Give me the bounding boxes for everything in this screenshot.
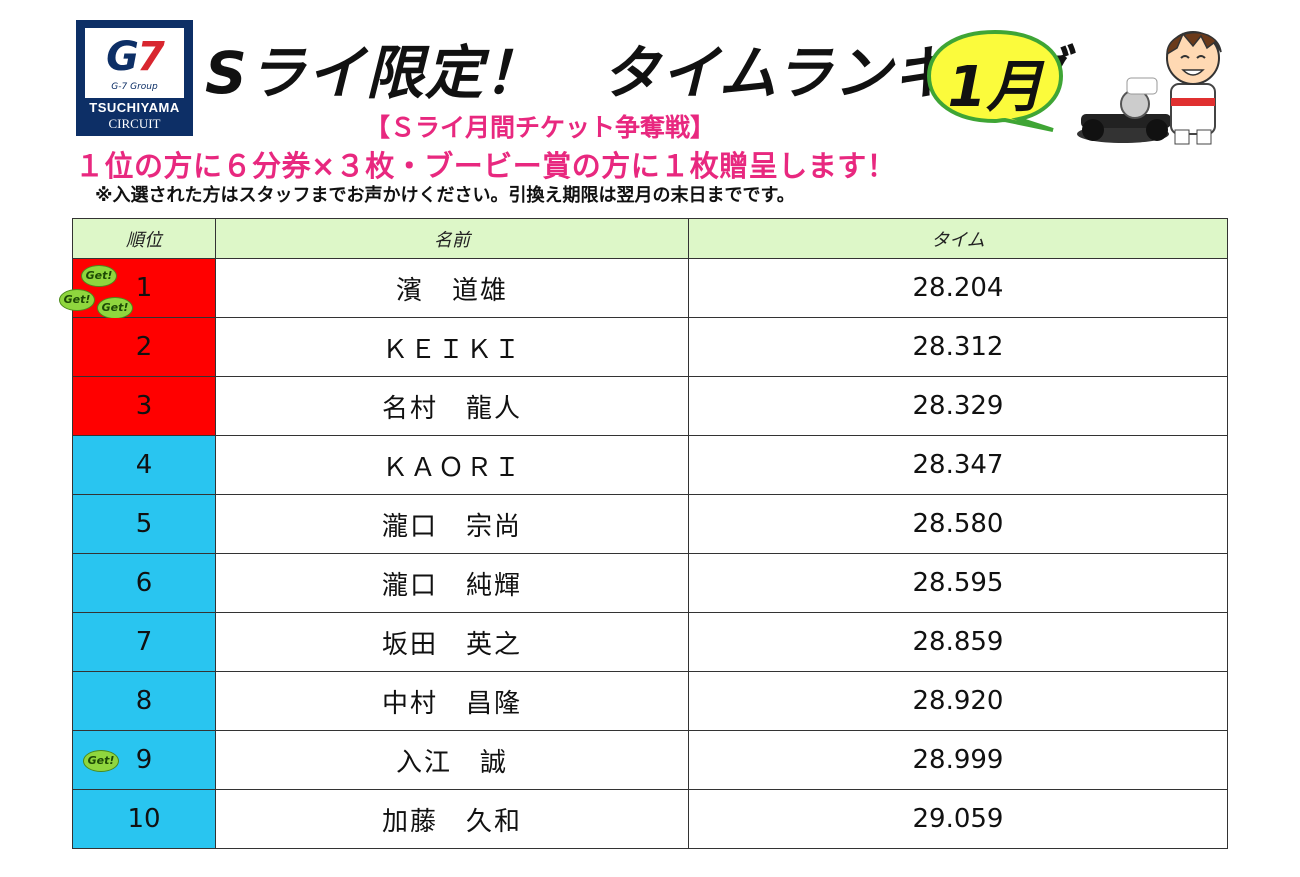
get-badge: Get! xyxy=(97,297,133,319)
rank-cell: 4 xyxy=(72,435,216,495)
rank-cell: 3 xyxy=(72,376,216,436)
name-cell: ＫＡＯＲＩ xyxy=(215,435,689,495)
time-cell: 28.920 xyxy=(688,671,1228,731)
rank-value: 1 xyxy=(135,273,153,303)
table-row: 8 中村 昌隆 28.920 xyxy=(72,671,1228,731)
table-row: 7 坂田 英之 28.859 xyxy=(72,612,1228,672)
table-row: 3 名村 龍人 28.329 xyxy=(72,376,1228,436)
logo-emblem: G7 G-7 Group xyxy=(85,28,184,98)
name-cell: 中村 昌隆 xyxy=(215,671,689,731)
table-row: Get! 9 入江 誠 28.999 xyxy=(72,730,1228,790)
rank-cell: Get! Get! Get! 1 xyxy=(59,258,216,319)
name-cell: 入江 誠 xyxy=(215,730,689,790)
prize-description: １位の方に６分券×３枚・ブービー賞の方に１枚贈呈します！ xyxy=(75,149,897,183)
time-cell: 28.329 xyxy=(688,376,1228,436)
name-cell: ＫＥＩＫＩ xyxy=(215,317,689,377)
get-badge: Get! xyxy=(81,265,117,287)
speech-bubble-icon xyxy=(926,29,1064,132)
logo-group-text: G-7 Group xyxy=(111,82,158,92)
rank-cell: 6 xyxy=(72,553,216,613)
time-cell: 28.859 xyxy=(688,612,1228,672)
table-row: 10 加藤 久和 29.059 xyxy=(72,789,1228,849)
logo-g7-mark: G7 xyxy=(106,34,165,80)
get-badge: Get! xyxy=(59,289,95,311)
rank-cell: 7 xyxy=(72,612,216,672)
notice-text: ※入選された方はスタッフまでお声かけください。引換え期限は翌月の末日までです。 xyxy=(95,185,795,206)
time-cell: 28.347 xyxy=(688,435,1228,495)
campaign-subtitle: 【Ｓライ月間チケット争奪戦】 xyxy=(365,113,716,142)
page-title: Sライ限定！ タイムランキング xyxy=(205,39,1068,107)
time-cell: 28.580 xyxy=(688,494,1228,554)
rank-cell: 5 xyxy=(72,494,216,554)
tsuchiyama-circuit-logo: G7 G-7 Group TSUCHIYAMA CIRCUIT xyxy=(76,20,193,136)
header-rank: 順位 xyxy=(72,218,216,259)
table-row: Get! Get! Get! 1 濱 道雄 28.204 xyxy=(59,258,1228,319)
month-label: 1月 xyxy=(947,55,1043,120)
time-cell: 28.312 xyxy=(688,317,1228,377)
name-cell: 加藤 久和 xyxy=(215,789,689,849)
name-cell: 瀧口 宗尚 xyxy=(215,494,689,554)
time-cell: 28.595 xyxy=(688,553,1228,613)
get-badge: Get! xyxy=(83,750,119,772)
logo-name: TSUCHIYAMA xyxy=(89,100,180,115)
rank-value: 9 xyxy=(135,745,153,775)
name-cell: 名村 龍人 xyxy=(215,376,689,436)
time-cell: 28.999 xyxy=(688,730,1228,790)
logo-sub: CIRCUIT xyxy=(108,116,161,131)
rank-cell: 8 xyxy=(72,671,216,731)
kart-driver-mascot-icon xyxy=(1077,31,1222,145)
name-cell: 瀧口 純輝 xyxy=(215,553,689,613)
table-row: 6 瀧口 純輝 28.595 xyxy=(72,553,1228,613)
time-cell: 29.059 xyxy=(688,789,1228,849)
time-cell: 28.204 xyxy=(688,258,1228,318)
rank-cell: 2 xyxy=(72,317,216,377)
rank-cell: 10 xyxy=(72,789,216,849)
name-cell: 坂田 英之 xyxy=(215,612,689,672)
rank-cell: Get! 9 xyxy=(72,730,216,790)
table-row: 5 瀧口 宗尚 28.580 xyxy=(72,494,1228,554)
table-row: 4 ＫＡＯＲＩ 28.347 xyxy=(72,435,1228,495)
table-row: 2 ＫＥＩＫＩ 28.312 xyxy=(72,317,1228,377)
table-header-row: 順位 名前 タイム xyxy=(72,218,1228,259)
ranking-table: 順位 名前 タイム Get! Get! Get! 1 濱 道雄 28.204 2… xyxy=(59,218,1228,849)
name-cell: 濱 道雄 xyxy=(215,258,689,318)
header-name: 名前 xyxy=(215,218,689,259)
header-time: タイム xyxy=(688,218,1228,259)
